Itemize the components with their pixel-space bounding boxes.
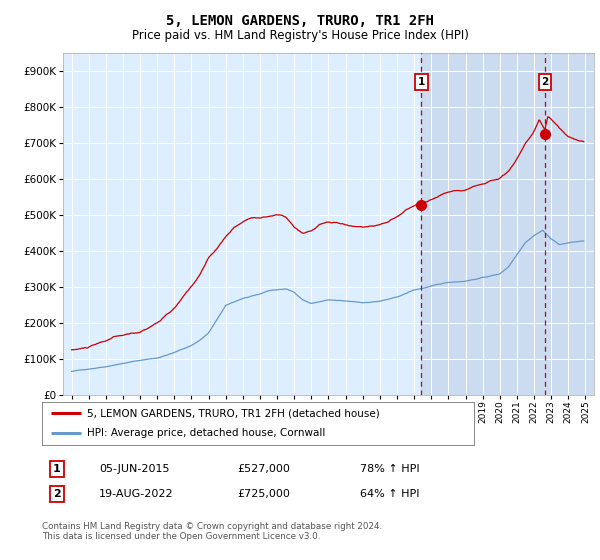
- Text: £527,000: £527,000: [237, 464, 290, 474]
- Text: 2: 2: [53, 489, 61, 499]
- Text: Price paid vs. HM Land Registry's House Price Index (HPI): Price paid vs. HM Land Registry's House …: [131, 29, 469, 43]
- Text: 2: 2: [541, 77, 548, 87]
- Text: Contains HM Land Registry data © Crown copyright and database right 2024.
This d: Contains HM Land Registry data © Crown c…: [42, 522, 382, 542]
- Text: 1: 1: [53, 464, 61, 474]
- Text: 1: 1: [418, 77, 425, 87]
- Text: 19-AUG-2022: 19-AUG-2022: [99, 489, 173, 499]
- Text: 64% ↑ HPI: 64% ↑ HPI: [360, 489, 419, 499]
- Bar: [421, 53, 600, 395]
- Text: 5, LEMON GARDENS, TRURO, TR1 2FH (detached house): 5, LEMON GARDENS, TRURO, TR1 2FH (detach…: [88, 408, 380, 418]
- Text: 78% ↑ HPI: 78% ↑ HPI: [360, 464, 419, 474]
- Text: 05-JUN-2015: 05-JUN-2015: [99, 464, 170, 474]
- Text: HPI: Average price, detached house, Cornwall: HPI: Average price, detached house, Corn…: [88, 428, 326, 438]
- Text: £725,000: £725,000: [237, 489, 290, 499]
- Text: 5, LEMON GARDENS, TRURO, TR1 2FH: 5, LEMON GARDENS, TRURO, TR1 2FH: [166, 14, 434, 28]
